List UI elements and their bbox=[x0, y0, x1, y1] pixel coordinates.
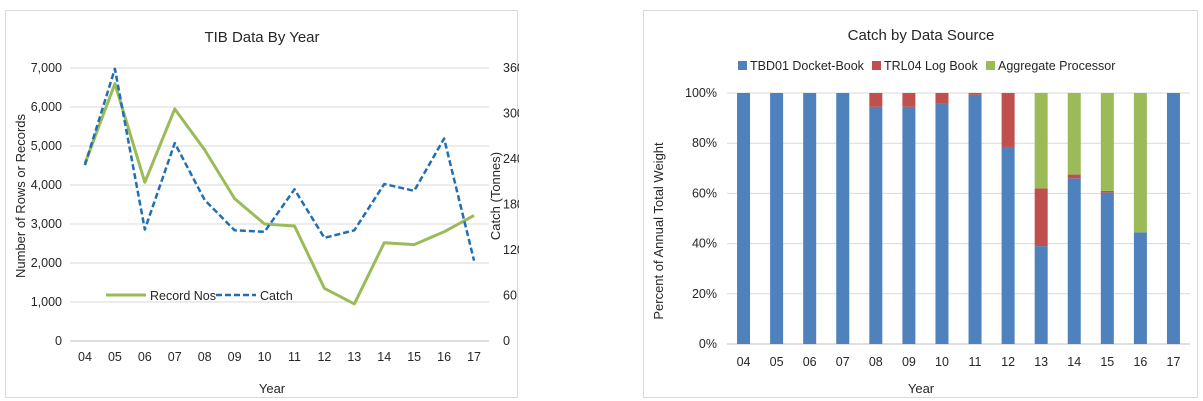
x-tick-label: 06 bbox=[138, 350, 152, 364]
x-tick-label: 11 bbox=[969, 355, 982, 369]
y2-tick-label: 240 bbox=[503, 152, 519, 166]
x-tick-label: 13 bbox=[1034, 355, 1048, 369]
series-line-record-nos bbox=[83, 82, 475, 306]
x-tick-label: 09 bbox=[902, 355, 916, 369]
legend-label: Catch bbox=[260, 289, 293, 303]
y-tick-label: 20% bbox=[692, 287, 717, 301]
bar-trl04-log-book-09 bbox=[902, 93, 916, 107]
y2-axis-label: Catch (Tonnes) bbox=[488, 152, 503, 240]
y-tick-label: 100% bbox=[685, 86, 717, 100]
legend-swatch bbox=[738, 61, 747, 70]
legend-label: TRL04 Log Book bbox=[884, 59, 979, 73]
stacked-bar-chart: Catch by Data Source TBD01 Docket-Book TR… bbox=[651, 27, 1190, 396]
bar-trl04-log-book-11 bbox=[968, 93, 982, 95]
bar-tbd01-docket-book-15 bbox=[1100, 192, 1114, 344]
y-tick-label: 1,000 bbox=[31, 295, 62, 309]
bar-trl04-log-book-12 bbox=[1001, 93, 1015, 147]
y-axis-label: Number of Rows or Records bbox=[13, 114, 28, 278]
y2-tick-label: 300 bbox=[503, 107, 519, 121]
bar-trl04-log-book-13 bbox=[1034, 188, 1048, 247]
y2-tick-label: 120 bbox=[503, 243, 519, 257]
x-tick-label: 10 bbox=[258, 350, 272, 364]
y-tick-label: 3,000 bbox=[31, 217, 62, 231]
x-tick-label: 17 bbox=[1167, 355, 1181, 369]
x-tick-label: 13 bbox=[347, 350, 361, 364]
bar-tbd01-docket-book-07 bbox=[836, 93, 850, 344]
y2-tick-label: 360 bbox=[503, 61, 519, 75]
bar-tbd01-docket-book-05 bbox=[770, 93, 784, 344]
bar-tbd01-docket-book-12 bbox=[1001, 146, 1015, 344]
bar-tbd01-docket-book-04 bbox=[737, 93, 751, 344]
x-tick-label: 15 bbox=[407, 350, 421, 364]
bar-tbd01-docket-book-16 bbox=[1133, 232, 1147, 344]
legend: TBD01 Docket-Book TRL04 Log Book Aggregate… bbox=[738, 59, 1115, 73]
bar-trl04-log-book-15 bbox=[1100, 190, 1114, 193]
x-tick-label: 09 bbox=[228, 350, 242, 364]
y-tick-label: 7,000 bbox=[31, 61, 62, 75]
x-tick-label: 07 bbox=[168, 350, 182, 364]
y-tick-label: 0 bbox=[55, 334, 62, 348]
chart-title: Catch by Data Source bbox=[848, 27, 995, 44]
x-tick-label: 05 bbox=[770, 355, 784, 369]
legend-swatch bbox=[986, 61, 995, 70]
bar-trl04-log-book-08 bbox=[869, 93, 883, 107]
x-axis-label: Year bbox=[908, 381, 935, 396]
bar-tbd01-docket-book-08 bbox=[869, 106, 883, 345]
legend-label: TBD01 Docket-Book bbox=[750, 59, 865, 73]
x-tick-label: 14 bbox=[1067, 355, 1081, 369]
x-tick-label: 06 bbox=[803, 355, 817, 369]
y2-tick-label: 180 bbox=[503, 198, 519, 212]
x-tick-label: 17 bbox=[467, 350, 481, 364]
legend: Record Nos Catch bbox=[106, 289, 293, 303]
y-tick-label: 2,000 bbox=[31, 256, 62, 270]
x-tick-label: 15 bbox=[1100, 355, 1114, 369]
bar-tbd01-docket-book-14 bbox=[1067, 178, 1081, 344]
legend-label: Aggregate Processor bbox=[998, 59, 1115, 73]
legend-label: Record Nos bbox=[150, 289, 216, 303]
y-tick-label: 4,000 bbox=[31, 178, 62, 192]
bar-trl04-log-book-14 bbox=[1067, 174, 1081, 179]
bar-aggregate-processor-16 bbox=[1133, 93, 1147, 233]
x-tick-label: 16 bbox=[1133, 355, 1147, 369]
y-tick-label: 40% bbox=[692, 237, 717, 251]
bar-tbd01-docket-book-17 bbox=[1166, 93, 1180, 344]
bar-trl04-log-book-10 bbox=[935, 93, 949, 104]
x-tick-label: 08 bbox=[869, 355, 883, 369]
x-tick-label: 11 bbox=[288, 350, 301, 364]
x-tick-label: 16 bbox=[437, 350, 451, 364]
y-tick-label: 5,000 bbox=[31, 139, 62, 153]
line-chart-panel: TIB Data By Year 0 1,000 2,000 3,000 4,000 5,… bbox=[5, 10, 519, 398]
series-line-catch bbox=[83, 67, 476, 261]
bar-aggregate-processor-15 bbox=[1100, 93, 1114, 191]
y-tick-label: 80% bbox=[692, 136, 717, 150]
legend-swatch bbox=[872, 61, 881, 70]
x-tick-label: 04 bbox=[737, 355, 751, 369]
x-tick-label: 08 bbox=[198, 350, 212, 364]
y-tick-label: 6,000 bbox=[31, 100, 62, 114]
x-axis-label: Year bbox=[259, 381, 286, 396]
stacked-bar-chart-panel: Catch by Data Source TBD01 Docket-Book TR… bbox=[643, 10, 1198, 398]
x-tick-label: 04 bbox=[78, 350, 92, 364]
line-chart: TIB Data By Year 0 1,000 2,000 3,000 4,000 5,… bbox=[13, 29, 519, 396]
y-tick-label: 0% bbox=[699, 337, 717, 351]
y-axis-label: Percent of Annual Total Weight bbox=[651, 142, 666, 320]
bar-tbd01-docket-book-13 bbox=[1034, 246, 1048, 344]
y2-tick-label: 60 bbox=[503, 289, 517, 303]
y2-tick-label: 0 bbox=[503, 334, 510, 348]
x-tick-label: 10 bbox=[935, 355, 949, 369]
x-tick-label: 07 bbox=[836, 355, 850, 369]
x-tick-label: 05 bbox=[108, 350, 122, 364]
bar-aggregate-processor-13 bbox=[1034, 93, 1048, 189]
x-tick-label: 12 bbox=[1001, 355, 1015, 369]
bar-aggregate-processor-14 bbox=[1067, 93, 1081, 175]
bar-tbd01-docket-book-06 bbox=[803, 93, 817, 344]
x-tick-label: 12 bbox=[317, 350, 331, 364]
bar-tbd01-docket-book-10 bbox=[935, 103, 949, 344]
bar-tbd01-docket-book-11 bbox=[968, 94, 982, 344]
y-tick-label: 60% bbox=[692, 186, 717, 200]
x-tick-label: 14 bbox=[377, 350, 391, 364]
bar-tbd01-docket-book-09 bbox=[902, 106, 916, 345]
chart-title: TIB Data By Year bbox=[204, 29, 319, 46]
